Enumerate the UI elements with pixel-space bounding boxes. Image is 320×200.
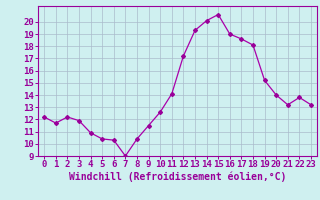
X-axis label: Windchill (Refroidissement éolien,°C): Windchill (Refroidissement éolien,°C) <box>69 172 286 182</box>
